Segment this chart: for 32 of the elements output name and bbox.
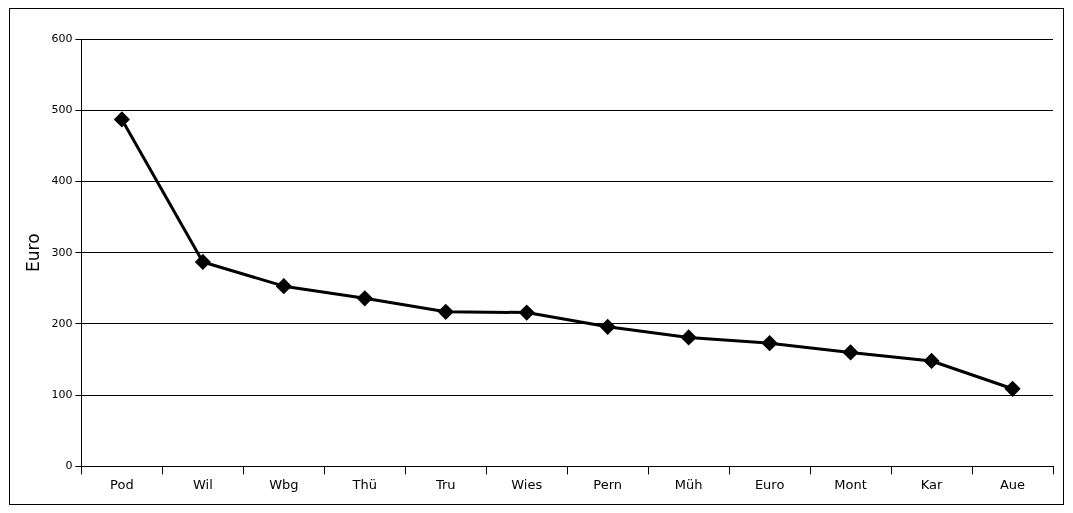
- point: [357, 290, 373, 306]
- y-tick-label: 100: [51, 388, 73, 402]
- x-tick-label: Pern: [593, 476, 623, 492]
- y-tick-label: 0: [65, 459, 73, 473]
- x-tick-label: Wies: [511, 476, 543, 492]
- x-tick-label: Kar: [920, 476, 944, 492]
- x-tick-label: Pod: [110, 476, 134, 492]
- point: [600, 319, 616, 335]
- y-tick-label: 400: [51, 174, 73, 188]
- point: [114, 111, 130, 127]
- x-tick-label: Tru: [434, 476, 456, 492]
- point: [681, 329, 697, 345]
- x-tick-label: Thü: [351, 476, 377, 492]
- x-tick-label: Wbg: [269, 476, 299, 492]
- x-tick-label: Müh: [674, 476, 703, 492]
- y-tick-label: 200: [51, 316, 73, 330]
- y-tick-label: 300: [51, 245, 73, 259]
- point: [1005, 381, 1021, 397]
- point: [195, 254, 211, 270]
- point: [519, 305, 535, 321]
- y-tick-label: 600: [51, 31, 73, 45]
- x-tick-label: Euro: [754, 476, 785, 492]
- point: [843, 344, 859, 360]
- y-axis-title: Euro: [22, 233, 43, 272]
- point: [924, 353, 940, 369]
- point: [762, 335, 778, 351]
- x-tick-label: Aue: [999, 476, 1026, 492]
- point: [438, 304, 454, 320]
- x-tick-label: Wil: [192, 476, 213, 492]
- x-tick-label: Mont: [834, 476, 867, 492]
- y-tick-label: 500: [51, 103, 73, 117]
- point: [276, 278, 292, 294]
